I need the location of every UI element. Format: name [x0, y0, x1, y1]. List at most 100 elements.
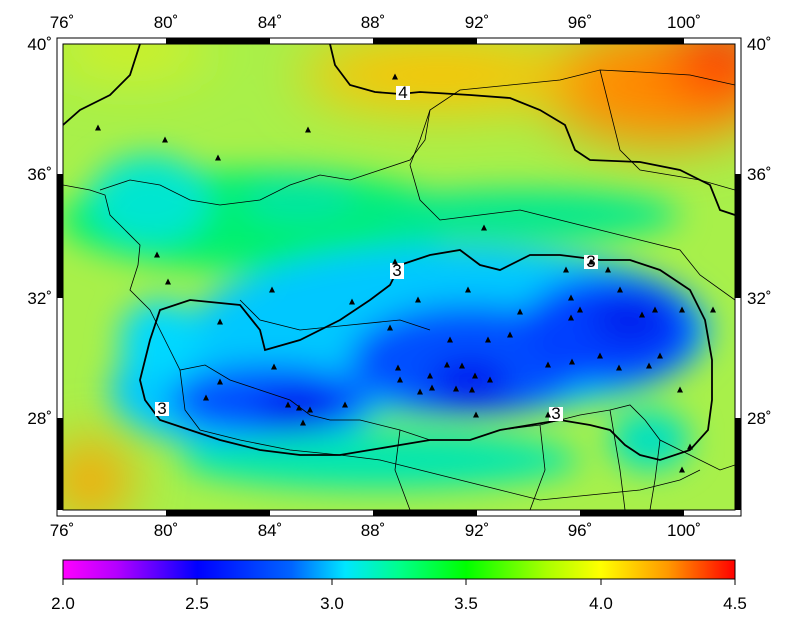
- contour-3km-s: [139, 249, 713, 461]
- colorbar: 2.0 2.5 3.0 3.5 4.0 4.5: [51, 559, 747, 613]
- svg-text:76˚: 76˚: [50, 13, 75, 32]
- station-marker: [392, 73, 398, 80]
- svg-text:96˚: 96˚: [568, 13, 593, 32]
- station-marker: [568, 294, 574, 301]
- station-marker: [349, 298, 355, 305]
- station-marker: [395, 364, 401, 371]
- station-marker: [679, 306, 685, 313]
- svg-text:80˚: 80˚: [154, 521, 179, 540]
- svg-text:28˚: 28˚: [27, 409, 52, 428]
- station-marker: [397, 376, 403, 383]
- station-marker: [652, 306, 658, 313]
- station-marker: [507, 331, 513, 338]
- station-marker: [472, 372, 478, 379]
- station-marker: [597, 352, 603, 359]
- longitude-labels-top: 76˚ 80˚ 84˚ 88˚ 92˚ 96˚ 100˚: [50, 13, 701, 32]
- station-marker: [588, 258, 594, 265]
- svg-text:92˚: 92˚: [465, 521, 490, 540]
- station-marker: [300, 419, 306, 426]
- station-marker: [481, 224, 487, 231]
- svg-text:2.5: 2.5: [185, 594, 209, 613]
- velocity-contours: [63, 44, 735, 461]
- contour-label-3-c: 3: [155, 399, 169, 418]
- svg-text:3: 3: [157, 399, 166, 418]
- station-marker: [563, 266, 569, 273]
- station-marker: [545, 411, 551, 418]
- map-frame: [56, 37, 742, 517]
- station-marker: [307, 406, 313, 413]
- svg-text:88˚: 88˚: [361, 521, 386, 540]
- station-marker: [605, 266, 611, 273]
- station-marker: [269, 286, 275, 293]
- colorbar-labels: 2.0 2.5 3.0 3.5 4.0 4.5: [51, 594, 747, 613]
- station-marker: [162, 136, 168, 143]
- station-marker: [657, 352, 663, 359]
- svg-text:36˚: 36˚: [27, 165, 52, 184]
- station-marker: [485, 336, 491, 343]
- contour-label-4: 4: [396, 83, 410, 102]
- station-marker: [427, 372, 433, 379]
- station-marker: [687, 443, 693, 450]
- station-marker: [285, 401, 291, 408]
- station-marker: [545, 361, 551, 368]
- velocity-field: [63, 44, 735, 510]
- station-marker: [417, 388, 423, 395]
- station-marker: [203, 394, 209, 401]
- station-marker: [646, 362, 652, 369]
- station-marker: [392, 258, 398, 265]
- station-marker: [217, 318, 223, 325]
- svg-text:88˚: 88˚: [361, 13, 386, 32]
- station-marker: [639, 311, 645, 318]
- station-marker: [444, 361, 450, 368]
- station-marker: [459, 362, 465, 369]
- svg-text:3: 3: [551, 404, 560, 423]
- station-marker: [453, 385, 459, 392]
- svg-text:3.5: 3.5: [454, 594, 478, 613]
- svg-text:32˚: 32˚: [27, 289, 52, 308]
- station-marker: [429, 384, 435, 391]
- station-marker: [447, 336, 453, 343]
- latitude-labels-right: 40˚ 36˚ 32˚ 28˚: [747, 35, 772, 428]
- svg-text:92˚: 92˚: [465, 13, 490, 32]
- station-marker: [342, 401, 348, 408]
- colorbar-ticks: [62, 579, 736, 585]
- svg-text:2.0: 2.0: [51, 594, 75, 613]
- station-marker: [387, 324, 393, 331]
- station-marker: [465, 286, 471, 293]
- contour-label-3-d: 3: [549, 404, 563, 423]
- station-marker: [296, 404, 302, 411]
- station-marker: [679, 466, 685, 473]
- station-marker: [473, 411, 479, 418]
- station-marker: [469, 386, 475, 393]
- svg-text:96˚: 96˚: [568, 521, 593, 540]
- svg-text:4.0: 4.0: [589, 594, 613, 613]
- svg-text:84˚: 84˚: [258, 13, 283, 32]
- station-marker: [305, 126, 311, 133]
- station-marker: [569, 358, 575, 365]
- colorbar-gradient: [62, 559, 736, 580]
- station-marker: [415, 296, 421, 303]
- svg-text:4.5: 4.5: [723, 594, 747, 613]
- station-marker: [271, 363, 277, 370]
- svg-text:3: 3: [392, 261, 401, 280]
- svg-text:3.0: 3.0: [320, 594, 344, 613]
- svg-text:32˚: 32˚: [747, 289, 772, 308]
- longitude-labels-bottom: 76˚ 80˚ 84˚ 88˚ 92˚ 96˚ 100˚: [50, 521, 701, 540]
- svg-text:80˚: 80˚: [154, 13, 179, 32]
- station-marker: [487, 376, 493, 383]
- latitude-labels-left: 40˚ 36˚ 32˚ 28˚: [27, 35, 52, 428]
- svg-text:76˚: 76˚: [50, 521, 75, 540]
- station-marker: [710, 306, 716, 313]
- svg-text:28˚: 28˚: [747, 409, 772, 428]
- station-marker: [677, 386, 683, 393]
- station-marker: [616, 364, 622, 371]
- station-marker: [577, 306, 583, 313]
- station-marker: [95, 124, 101, 131]
- svg-text:100˚: 100˚: [667, 521, 701, 540]
- station-marker: [617, 286, 623, 293]
- svg-text:100˚: 100˚: [667, 13, 701, 32]
- station-marker: [517, 308, 523, 315]
- contour-4km-s: [63, 44, 735, 216]
- svg-text:84˚: 84˚: [258, 521, 283, 540]
